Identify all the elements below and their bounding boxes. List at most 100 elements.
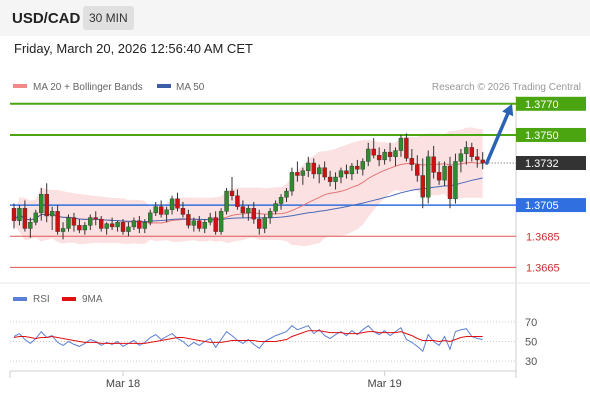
candle-bearish	[213, 217, 218, 232]
candle-bearish	[376, 155, 382, 161]
candle-bearish	[229, 190, 235, 196]
rsi-line	[13, 325, 483, 353]
candles	[11, 133, 485, 240]
candle-bullish	[148, 212, 153, 223]
candle-bullish	[306, 162, 311, 171]
candle-bearish	[387, 151, 393, 157]
candle-bullish	[88, 217, 93, 226]
candle-bearish	[44, 193, 49, 217]
candle-bearish	[344, 170, 349, 175]
candle-bullish	[218, 211, 224, 232]
pivot-level-label: 1.3705	[525, 200, 559, 212]
candle-bullish	[224, 190, 229, 212]
candle-bearish	[55, 211, 60, 232]
candle-bullish	[273, 203, 278, 212]
candle-bullish	[191, 220, 197, 226]
candle-bearish	[322, 167, 327, 178]
candle-bullish	[28, 222, 33, 229]
candle-bearish	[480, 159, 485, 164]
candle-bearish	[251, 207, 257, 220]
resistance-level-label: 1.3750	[525, 130, 559, 142]
candle-bullish	[169, 198, 175, 210]
candle-bullish	[284, 190, 289, 198]
candle-bearish	[469, 147, 474, 157]
chart-datetime: Friday, March 20, 2026 12:56:40 AM CET	[14, 41, 253, 56]
forecast-arrow	[484, 103, 514, 165]
candle-bullish	[262, 217, 267, 229]
candle-bullish	[39, 193, 44, 214]
candle-bullish	[333, 176, 338, 182]
candle-bullish	[398, 137, 404, 151]
candle-bearish	[71, 217, 77, 226]
candle-bearish	[93, 217, 98, 220]
candle-bullish	[66, 217, 71, 229]
candle-bearish	[404, 137, 409, 159]
candle-bullish	[207, 217, 213, 223]
candle-bullish	[246, 207, 251, 214]
candle-bullish	[453, 161, 458, 200]
ma20-legend-swatch	[13, 84, 27, 88]
candle-bullish	[317, 167, 322, 175]
candle-bearish	[186, 214, 191, 226]
candle-bearish	[257, 218, 262, 229]
candle-bearish	[11, 207, 17, 221]
ma20-legend-label: MA 20 + Bollinger Bands	[33, 82, 143, 93]
rsi-ma-legend-label: 9MA	[82, 294, 103, 305]
candle-bullish	[458, 153, 464, 162]
candle-bullish	[393, 150, 398, 157]
candle-bullish	[267, 211, 273, 218]
research-credit: Research © 2026 Trading Central	[432, 82, 581, 93]
candle-bullish	[33, 212, 38, 223]
chart-header: USD/CAD 30 MIN	[0, 0, 590, 36]
candle-bullish	[104, 223, 109, 229]
candle-bearish	[431, 156, 436, 173]
rsi-legend-label: RSI	[33, 294, 50, 305]
candle-bearish	[22, 207, 28, 229]
level-labels: 1.3770 1.3750 1.3732 1.3705 1.3685 1.3665	[516, 96, 586, 274]
price-levels	[10, 102, 516, 268]
candle-bearish	[355, 165, 360, 170]
rsi-tick-label: 70	[525, 317, 537, 329]
timeframe-button[interactable]: 30 MIN	[83, 6, 134, 30]
candle-bullish	[366, 148, 371, 162]
candle-bearish	[409, 158, 415, 165]
candle-bearish	[475, 156, 480, 161]
candle-bullish	[153, 206, 158, 214]
rsi-tick-label: 30	[525, 356, 537, 368]
forecast-arrow-head	[502, 103, 514, 117]
candle-bearish	[436, 172, 442, 181]
candle-bullish	[202, 222, 207, 229]
candle-bearish	[77, 225, 82, 231]
candle-bullish	[349, 165, 355, 175]
candle-bearish	[158, 206, 164, 215]
symbol-title: USD/CAD	[12, 10, 81, 27]
rsi-legend-swatch	[13, 297, 27, 301]
rsi-tick-label: 50	[525, 336, 537, 348]
bollinger-bands	[14, 127, 483, 247]
candle-bullish	[442, 165, 447, 181]
forecast-arrow-shaft	[484, 112, 510, 165]
x-tick-label: Mar 19	[367, 378, 401, 390]
candle-bullish	[382, 151, 387, 161]
candle-bearish	[120, 222, 126, 232]
bollinger-band-area	[14, 127, 483, 247]
candle-bullish	[131, 220, 137, 228]
support-level-label: 1.3685	[526, 231, 560, 243]
candle-bearish	[311, 162, 316, 175]
candle-bullish	[278, 197, 284, 204]
pivot-level-badge	[516, 198, 586, 213]
candle-bullish	[142, 222, 148, 229]
rsi-panel: 70 50 30	[10, 317, 537, 368]
last-level-badge	[516, 156, 586, 171]
candle-bullish	[360, 161, 365, 170]
candle-bearish	[327, 176, 333, 182]
candle-bullish	[60, 228, 66, 232]
candle-bullish	[164, 209, 169, 215]
ma50-legend-swatch	[157, 84, 171, 88]
candle-bearish	[240, 206, 246, 214]
candle-bearish	[415, 164, 420, 176]
candle-bearish	[295, 172, 300, 176]
resistance-level-badge	[516, 127, 586, 142]
